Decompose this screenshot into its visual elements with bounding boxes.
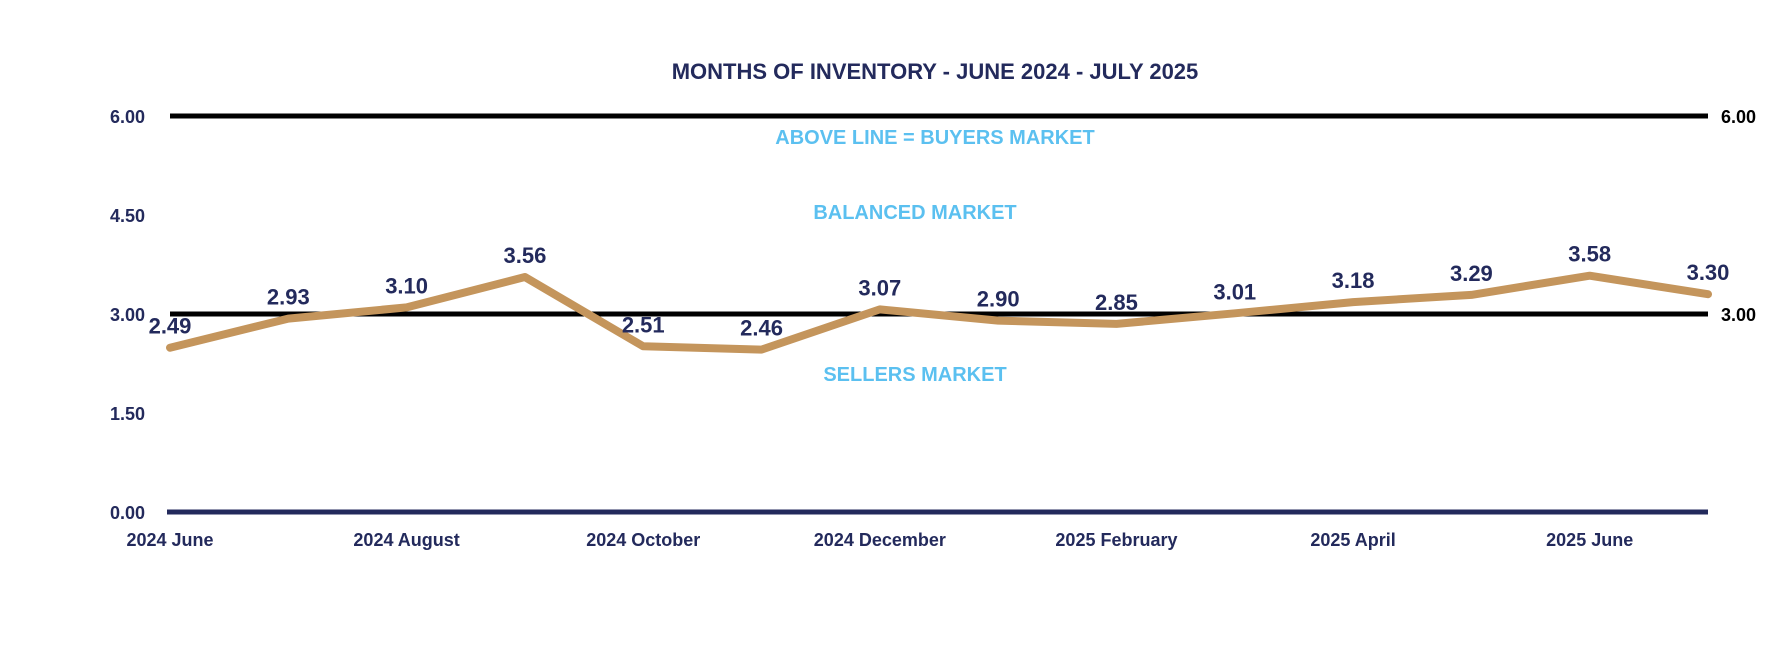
data-label-12: 3.58 — [1568, 242, 1611, 267]
annotation-sellers-market: SELLERS MARKET — [823, 364, 1006, 386]
y-tick-right-3.00: 3.00 — [1721, 305, 1756, 325]
y-tick-left-4.50: 4.50 — [110, 206, 145, 226]
annotation-buyers-market: ABOVE LINE = BUYERS MARKET — [775, 127, 1094, 149]
y-tick-left-0.00: 0.00 — [110, 503, 145, 523]
data-label-8: 2.85 — [1095, 290, 1138, 315]
x-tick-label-2: 2024 October — [586, 530, 700, 550]
chart-title: MONTHS OF INVENTORY - JUNE 2024 - JULY 2… — [672, 59, 1199, 84]
x-tick-label-6: 2025 June — [1546, 530, 1633, 550]
data-label-6: 3.07 — [858, 275, 901, 300]
x-tick-label-0: 2024 June — [126, 530, 213, 550]
y-axis-left: 0.00 1.50 3.00 4.50 6.00 — [110, 107, 145, 523]
y-tick-left-6.00: 6.00 — [110, 107, 145, 127]
data-label-0: 2.49 — [149, 314, 192, 339]
series-months-of-inventory — [166, 271, 1712, 354]
data-label-7: 2.90 — [977, 287, 1020, 312]
y-axis-right: 3.00 6.00 — [1721, 107, 1756, 325]
x-tick-label-4: 2025 February — [1055, 530, 1177, 550]
data-label-10: 3.18 — [1332, 268, 1375, 293]
y-tick-left-1.50: 1.50 — [110, 404, 145, 424]
x-axis-ticks: 2024 June 2024 August 2024 October 2024 Dec… — [126, 530, 1633, 550]
x-tick-label-5: 2025 April — [1310, 530, 1395, 550]
data-label-4: 2.51 — [622, 312, 665, 337]
y-tick-right-6.00: 6.00 — [1721, 107, 1756, 127]
data-label-5: 2.46 — [740, 316, 783, 341]
data-label-1: 2.93 — [267, 285, 310, 310]
annotation-balanced-market: BALANCED MARKET — [813, 202, 1016, 224]
data-label-2: 3.10 — [385, 273, 428, 298]
x-tick-label-1: 2024 August — [353, 530, 459, 550]
y-tick-left-3.00: 3.00 — [110, 305, 145, 325]
x-tick-label-3: 2024 December — [814, 530, 946, 550]
data-label-3: 3.56 — [504, 243, 547, 268]
data-label-13: 3.30 — [1687, 260, 1730, 285]
series-line — [166, 271, 1712, 354]
data-label-9: 3.01 — [1213, 279, 1256, 304]
data-label-11: 3.29 — [1450, 261, 1493, 286]
data-labels: 2.49 2.93 3.10 3.56 2.51 2.46 3.07 2.90 2.85 3.01… — [149, 242, 1730, 341]
